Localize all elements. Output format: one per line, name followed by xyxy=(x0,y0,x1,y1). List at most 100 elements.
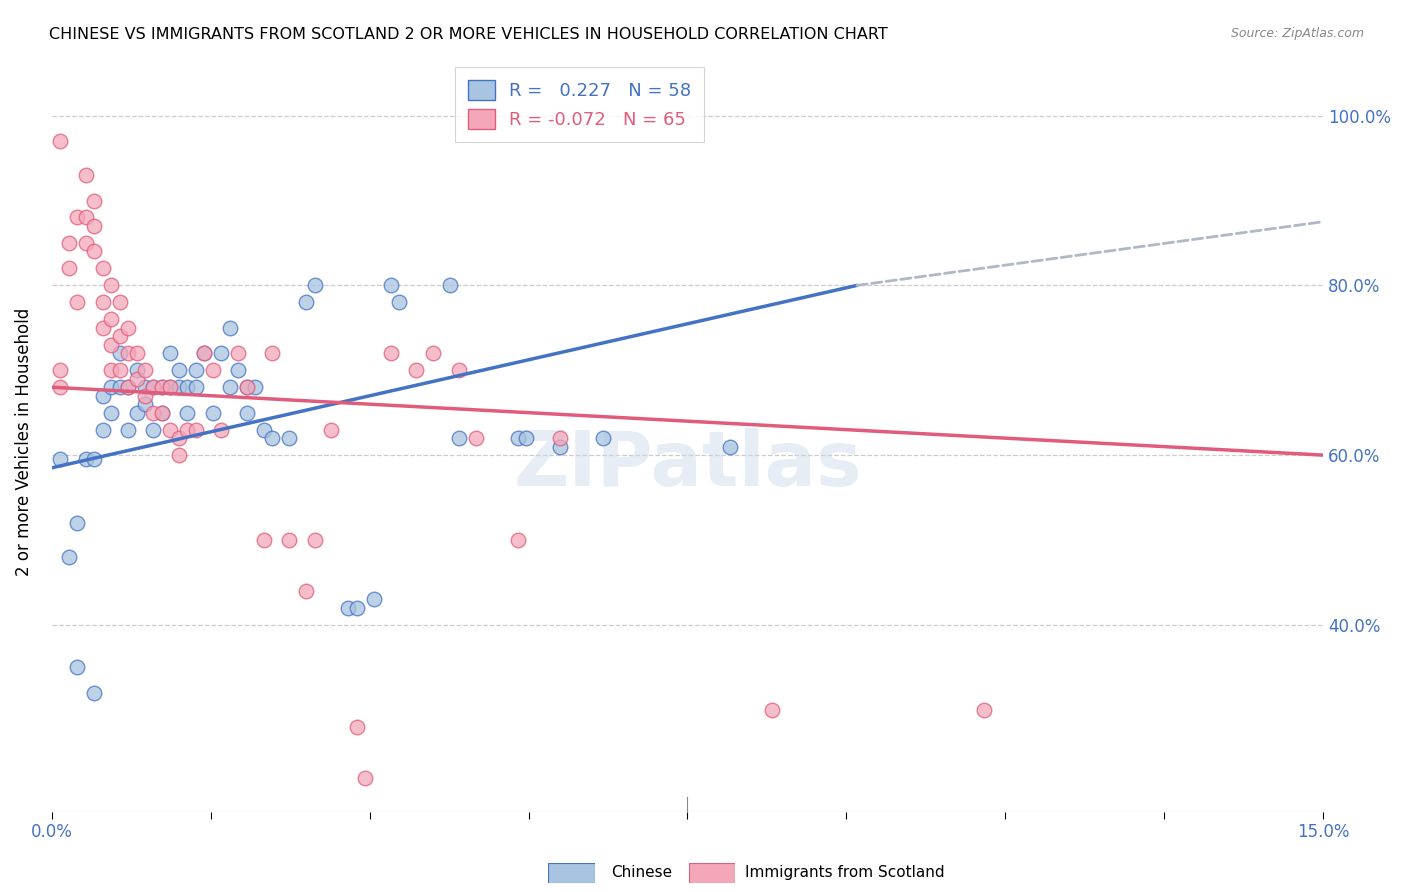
Point xyxy=(550,431,572,445)
Point xyxy=(91,423,114,437)
Point xyxy=(108,329,131,343)
Point xyxy=(83,219,105,233)
Point xyxy=(422,346,444,360)
Point xyxy=(354,771,377,785)
Y-axis label: 2 or more Vehicles in Household: 2 or more Vehicles in Household xyxy=(15,309,32,576)
Point xyxy=(49,380,72,394)
Point xyxy=(66,516,89,530)
Point xyxy=(235,380,257,394)
Point xyxy=(117,380,139,394)
Point xyxy=(100,406,122,420)
Point xyxy=(295,295,318,310)
Point xyxy=(388,295,411,310)
Point xyxy=(973,703,995,717)
Point xyxy=(380,278,402,293)
Point xyxy=(304,533,326,547)
Point xyxy=(506,431,529,445)
Point xyxy=(159,423,181,437)
Text: CHINESE VS IMMIGRANTS FROM SCOTLAND 2 OR MORE VEHICLES IN HOUSEHOLD CORRELATION : CHINESE VS IMMIGRANTS FROM SCOTLAND 2 OR… xyxy=(49,27,889,42)
Point xyxy=(515,431,537,445)
Point xyxy=(150,406,173,420)
Point xyxy=(235,406,257,420)
Point xyxy=(150,380,173,394)
Point xyxy=(592,431,614,445)
Point xyxy=(75,211,97,225)
Point xyxy=(218,321,240,335)
Legend: R =   0.227   N = 58, R = -0.072   N = 65: R = 0.227 N = 58, R = -0.072 N = 65 xyxy=(456,68,704,142)
Point xyxy=(439,278,461,293)
Point xyxy=(58,235,80,250)
Point xyxy=(134,363,156,377)
Point xyxy=(321,423,343,437)
Point xyxy=(83,452,105,467)
Point xyxy=(134,380,156,394)
Point xyxy=(184,423,207,437)
Point xyxy=(91,321,114,335)
Point xyxy=(58,261,80,276)
Point xyxy=(218,380,240,394)
Point xyxy=(117,346,139,360)
Point xyxy=(142,423,165,437)
Point xyxy=(262,346,284,360)
Point xyxy=(83,244,105,259)
Point xyxy=(464,431,486,445)
Point xyxy=(108,295,131,310)
Point xyxy=(243,380,266,394)
Point xyxy=(184,380,207,394)
Point xyxy=(75,235,97,250)
Point xyxy=(447,431,470,445)
Point xyxy=(100,380,122,394)
Point xyxy=(150,380,173,394)
Point xyxy=(193,346,215,360)
Point xyxy=(125,406,148,420)
Point xyxy=(346,720,368,734)
Point xyxy=(58,549,80,564)
Point xyxy=(91,295,114,310)
Point xyxy=(278,533,301,547)
Point xyxy=(75,452,97,467)
Text: Immigrants from Scotland: Immigrants from Scotland xyxy=(745,865,945,880)
Point xyxy=(91,261,114,276)
Point xyxy=(159,380,181,394)
Point xyxy=(108,346,131,360)
Point xyxy=(363,592,385,607)
Point xyxy=(176,423,198,437)
Point xyxy=(226,346,249,360)
Point xyxy=(201,363,224,377)
Point xyxy=(209,423,232,437)
Point xyxy=(550,440,572,454)
Point xyxy=(66,211,89,225)
Point xyxy=(75,168,97,182)
Point xyxy=(506,533,529,547)
Point xyxy=(100,312,122,326)
Point xyxy=(278,431,301,445)
Point xyxy=(134,397,156,411)
Point xyxy=(125,372,148,386)
Point xyxy=(117,423,139,437)
Point xyxy=(295,583,318,598)
Point xyxy=(718,440,741,454)
Point xyxy=(150,406,173,420)
Point xyxy=(142,380,165,394)
Point xyxy=(142,406,165,420)
Point xyxy=(100,363,122,377)
Point xyxy=(209,346,232,360)
Point xyxy=(100,278,122,293)
Point xyxy=(176,380,198,394)
Point xyxy=(447,363,470,377)
Point xyxy=(83,686,105,700)
Point xyxy=(125,363,148,377)
Point xyxy=(134,389,156,403)
Point xyxy=(83,194,105,208)
Point xyxy=(262,431,284,445)
Point xyxy=(66,295,89,310)
Point xyxy=(761,703,783,717)
Point xyxy=(167,431,190,445)
Point xyxy=(167,363,190,377)
Point xyxy=(167,380,190,394)
Point xyxy=(253,423,276,437)
Point xyxy=(226,363,249,377)
Point xyxy=(346,600,368,615)
Point xyxy=(159,346,181,360)
Point xyxy=(100,338,122,352)
